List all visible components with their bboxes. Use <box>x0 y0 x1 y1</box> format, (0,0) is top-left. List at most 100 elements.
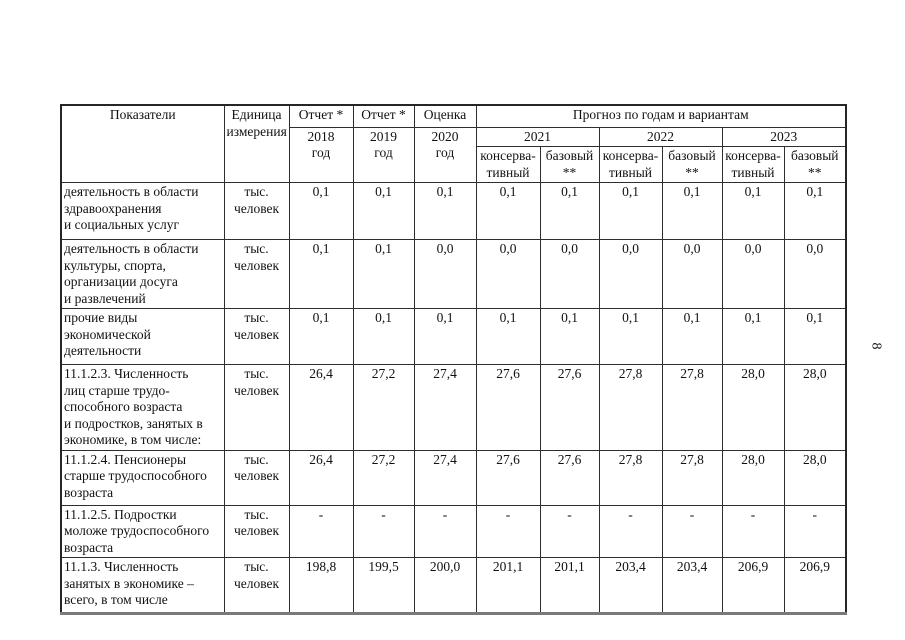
value-cell: 200,0 <box>413 557 477 614</box>
value-cell: 199,5 <box>352 557 415 614</box>
value-cell: 0,1 <box>661 308 723 365</box>
value-cell: 0,0 <box>721 239 785 309</box>
value-cell: - <box>598 504 663 558</box>
value-cell: 203,4 <box>661 557 723 614</box>
value-cell: 26,4 <box>288 364 354 451</box>
value-cell: 27,2 <box>352 364 415 451</box>
unit-cell: тыс. человек <box>223 308 290 365</box>
value-cell: - <box>352 504 415 558</box>
value-cell: 26,4 <box>288 449 354 506</box>
header-variant-base-2022: базовый ** <box>661 146 723 183</box>
header-indicators: Показатели <box>60 104 225 183</box>
table-header: Показатели Единица измерения Отчет * Отч… <box>60 104 847 183</box>
value-cell: 0,1 <box>721 182 785 240</box>
unit-cell: тыс. человек <box>223 504 290 558</box>
value-cell: 201,1 <box>539 557 600 614</box>
indicator-cell: деятельность в области культуры, спорта,… <box>60 239 225 309</box>
value-cell: - <box>288 504 354 558</box>
value-cell: 206,9 <box>783 557 847 614</box>
value-cell: 0,1 <box>475 182 541 240</box>
value-cell: 0,1 <box>783 182 847 240</box>
header-year-2022: 2022 <box>598 126 723 147</box>
value-cell: 28,0 <box>783 364 847 451</box>
value-cell: 0,1 <box>598 182 663 240</box>
header-report-2019: Отчет * <box>352 104 415 128</box>
value-cell: 0,1 <box>352 308 415 365</box>
value-cell: 27,6 <box>539 364 600 451</box>
value-cell: 28,0 <box>783 449 847 506</box>
header-variant-base-2023: базовый ** <box>783 146 847 183</box>
value-cell: 0,1 <box>783 308 847 365</box>
table-row: 11.1.2.5. Подростки моложе трудоспособно… <box>60 504 847 558</box>
value-cell: 0,1 <box>598 308 663 365</box>
value-cell: 27,6 <box>539 449 600 506</box>
unit-cell: тыс. человек <box>223 557 290 614</box>
indicator-cell: деятельность в области здравоохранения и… <box>60 182 225 240</box>
header-year-2021: 2021 <box>475 126 600 147</box>
header-row-2: 2018 год 2019 год 2020 год 2021 2022 202… <box>61 126 847 183</box>
value-cell: 27,2 <box>352 449 415 506</box>
value-cell: 0,1 <box>413 182 477 240</box>
value-cell: 0,1 <box>539 182 600 240</box>
value-cell: - <box>413 504 477 558</box>
value-cell: 0,1 <box>539 308 600 365</box>
value-cell: 27,8 <box>598 449 663 506</box>
value-cell: 27,6 <box>475 364 541 451</box>
header-variant-conservative-2023: консерва- тивный <box>721 146 785 183</box>
value-cell: 27,6 <box>475 449 541 506</box>
value-cell: 28,0 <box>721 449 785 506</box>
table-row: 11.1.3. Численность занятых в экономике … <box>60 557 847 614</box>
header-variant-conservative-2021: консерва- тивный <box>475 146 541 183</box>
value-cell: 27,8 <box>598 364 663 451</box>
value-cell: 0,1 <box>475 308 541 365</box>
header-year-2019: 2019 год <box>352 126 415 183</box>
table-row: прочие виды экономической деятельности т… <box>60 308 847 365</box>
indicator-cell: прочие виды экономической деятельности <box>60 308 225 365</box>
table-body: деятельность в области здравоохранения и… <box>60 182 847 614</box>
indicator-cell: 11.1.2.3. Численность лиц старше трудо- … <box>60 364 225 451</box>
value-cell: 0,0 <box>661 239 723 309</box>
value-cell: 27,4 <box>413 364 477 451</box>
header-forecast-title: Прогноз по годам и вариантам <box>475 104 847 128</box>
header-variant-base-2021: базовый ** <box>539 146 600 183</box>
header-row-1: Показатели Единица измерения Отчет * Отч… <box>60 104 847 183</box>
header-unit: Единица измерения <box>223 104 290 183</box>
indicator-cell: 11.1.2.4. Пенсионеры старше трудоспособн… <box>60 449 225 506</box>
value-cell: - <box>721 504 785 558</box>
value-cell: 0,0 <box>475 239 541 309</box>
value-cell: 206,9 <box>721 557 785 614</box>
value-cell: 0,0 <box>783 239 847 309</box>
table-row: деятельность в области культуры, спорта,… <box>60 239 847 309</box>
indicator-cell: 11.1.3. Численность занятых в экономике … <box>60 557 225 614</box>
value-cell: 27,8 <box>661 364 723 451</box>
forecast-table: Показатели Единица измерения Отчет * Отч… <box>60 104 848 615</box>
value-cell: 198,8 <box>288 557 354 614</box>
value-cell: - <box>661 504 723 558</box>
value-cell: 201,1 <box>475 557 541 614</box>
unit-cell: тыс. человек <box>223 182 290 240</box>
value-cell: 28,0 <box>721 364 785 451</box>
value-cell: 0,0 <box>539 239 600 309</box>
value-cell: 0,0 <box>413 239 477 309</box>
header-variant-conservative-2022: консерва- тивный <box>598 146 663 183</box>
indicator-cell: 11.1.2.5. Подростки моложе трудоспособно… <box>60 504 225 558</box>
value-cell: 0,0 <box>598 239 663 309</box>
unit-cell: тыс. человек <box>223 449 290 506</box>
value-cell: 27,8 <box>661 449 723 506</box>
header-estimate-2020: Оценка <box>413 104 477 128</box>
value-cell: 0,1 <box>288 239 354 309</box>
value-cell: 0,1 <box>352 239 415 309</box>
unit-cell: тыс. человек <box>223 364 290 451</box>
page-number: 8 <box>868 342 884 350</box>
header-year-2023: 2023 <box>721 126 847 147</box>
value-cell: 0,1 <box>352 182 415 240</box>
value-cell: 0,1 <box>413 308 477 365</box>
value-cell: 0,1 <box>721 308 785 365</box>
header-year-2020: 2020 год <box>413 126 477 183</box>
value-cell: - <box>783 504 847 558</box>
value-cell: - <box>539 504 600 558</box>
table-row: деятельность в области здравоохранения и… <box>60 182 847 240</box>
unit-cell: тыс. человек <box>223 239 290 309</box>
value-cell: 0,1 <box>288 182 354 240</box>
